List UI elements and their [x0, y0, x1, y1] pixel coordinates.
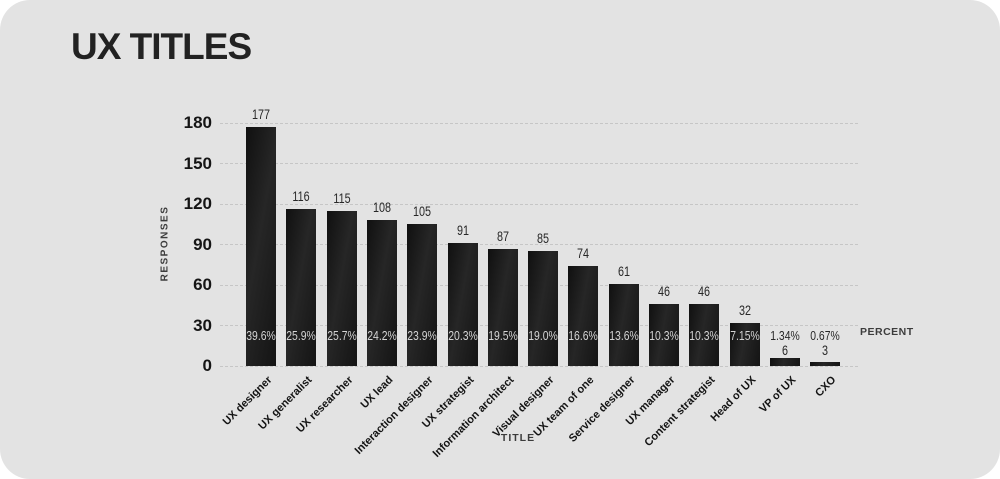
bar-value-label: 87	[496, 228, 509, 244]
bar-percent-label: 1.34%	[770, 328, 800, 343]
gridline	[220, 244, 858, 245]
y-tick-label: 90	[193, 234, 212, 254]
bar-percent-label: 25.7%	[326, 328, 357, 343]
y-axis-label: RESPONSES	[159, 205, 171, 282]
bar-count-label: 6	[781, 343, 788, 358]
bar-percent-label: 13.6%	[608, 328, 639, 343]
bar-percent-label: 10.3%	[649, 328, 679, 343]
y-tick-label: 0	[202, 356, 212, 375]
bar	[326, 210, 357, 366]
bar-percent-label: 10.3%	[689, 328, 720, 343]
bar	[810, 361, 841, 366]
gridline	[220, 365, 858, 367]
bar-value-label: 177	[251, 107, 271, 123]
bar-percent-label: 23.9%	[407, 328, 437, 343]
bar-percent-label: 25.9%	[286, 328, 317, 343]
bar	[447, 243, 478, 366]
bar-count-label: 3	[822, 343, 829, 358]
gridline	[220, 203, 858, 205]
bar-value-label: 46	[698, 283, 711, 299]
bar-value-label: 115	[332, 190, 351, 206]
page-title: UX TITLES	[71, 26, 252, 67]
bar	[689, 303, 720, 366]
bar	[246, 127, 276, 366]
y-tick-label: 180	[183, 113, 212, 132]
bar	[729, 322, 760, 366]
y-tick-label: 120	[183, 194, 212, 213]
bar-percent-label: 0.67%	[810, 328, 840, 343]
bar-value-label: 85	[537, 231, 550, 247]
bar	[568, 266, 599, 366]
bar-value-label: 116	[292, 189, 310, 205]
bar-percent-label: 24.2%	[367, 328, 397, 343]
bar	[528, 251, 559, 366]
bar	[366, 220, 397, 366]
bar	[487, 248, 518, 366]
gridline	[220, 122, 858, 124]
bar-percent-label: 7.15%	[729, 328, 760, 343]
bar-value-label: 74	[577, 246, 590, 262]
y-tick-label: 150	[183, 153, 212, 173]
bar-value-label: 108	[372, 200, 391, 216]
x-axis-label: TITLE	[500, 432, 536, 444]
bar-percent-label: 19.0%	[528, 328, 558, 343]
bar	[286, 209, 317, 366]
bar-percent-label: 20.3%	[447, 328, 478, 343]
bar-percent-label: 16.6%	[568, 328, 599, 343]
percent-axis-label: PERCENT	[860, 326, 914, 338]
bar	[407, 224, 438, 366]
bar	[769, 357, 800, 366]
bar-percent-label: 39.6%	[246, 328, 276, 343]
bar	[649, 303, 679, 366]
bar-value-label: 32	[738, 302, 751, 318]
y-tick-label: 30	[193, 315, 212, 335]
y-tick-label: 60	[193, 275, 212, 294]
bar-value-label: 61	[617, 263, 630, 279]
bar	[608, 283, 639, 366]
bar-value-label: 91	[456, 223, 469, 239]
bar-value-label: 46	[657, 283, 671, 299]
bar-value-label: 105	[413, 204, 432, 220]
bar-percent-label: 19.5%	[488, 328, 518, 343]
gridline	[220, 163, 858, 164]
